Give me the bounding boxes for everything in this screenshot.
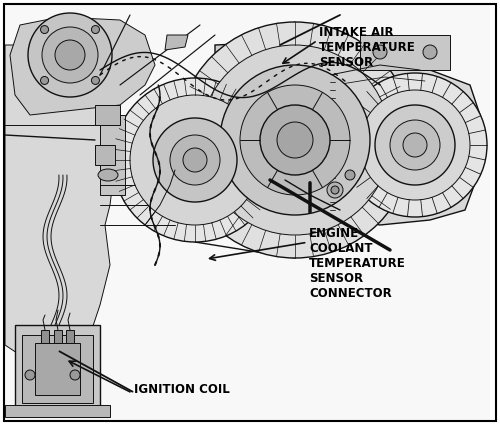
Circle shape (331, 186, 339, 194)
Circle shape (40, 26, 48, 34)
Circle shape (25, 370, 35, 380)
Polygon shape (54, 330, 62, 343)
Circle shape (345, 170, 355, 180)
Polygon shape (215, 40, 375, 247)
Polygon shape (15, 325, 100, 410)
Circle shape (183, 148, 207, 172)
Circle shape (360, 90, 470, 200)
Circle shape (240, 85, 350, 195)
Circle shape (170, 135, 220, 185)
Circle shape (55, 40, 85, 70)
Polygon shape (41, 330, 49, 343)
Polygon shape (360, 35, 450, 70)
Polygon shape (10, 17, 155, 115)
Polygon shape (22, 335, 93, 403)
Polygon shape (95, 145, 115, 165)
Circle shape (92, 76, 100, 85)
Circle shape (200, 45, 390, 235)
Polygon shape (330, 65, 480, 225)
Polygon shape (35, 343, 80, 395)
Ellipse shape (98, 169, 118, 181)
Circle shape (40, 76, 48, 85)
Circle shape (373, 45, 387, 59)
Circle shape (260, 105, 330, 175)
Circle shape (277, 122, 313, 158)
Polygon shape (66, 330, 74, 343)
Circle shape (220, 65, 370, 215)
Circle shape (375, 105, 455, 185)
Circle shape (390, 120, 440, 170)
Polygon shape (5, 405, 110, 417)
Circle shape (327, 182, 343, 198)
Text: ENGINE
COOLANT
TEMPERATURE
SENSOR
CONNECTOR: ENGINE COOLANT TEMPERATURE SENSOR CONNEC… (309, 227, 406, 300)
Circle shape (153, 118, 237, 202)
Polygon shape (100, 115, 125, 195)
Polygon shape (5, 5, 490, 420)
Text: IGNITION COIL: IGNITION COIL (134, 383, 230, 396)
Circle shape (113, 78, 277, 242)
Polygon shape (95, 105, 120, 125)
Polygon shape (5, 45, 120, 355)
Circle shape (92, 26, 100, 34)
Circle shape (343, 73, 487, 217)
Circle shape (70, 370, 80, 380)
Circle shape (177, 22, 413, 258)
Text: INTAKE AIR
TEMPERATURE
SENSOR: INTAKE AIR TEMPERATURE SENSOR (319, 26, 416, 69)
Circle shape (403, 133, 427, 157)
Circle shape (130, 95, 260, 225)
Polygon shape (165, 35, 188, 50)
Circle shape (28, 13, 112, 97)
Circle shape (423, 45, 437, 59)
Circle shape (42, 27, 98, 83)
